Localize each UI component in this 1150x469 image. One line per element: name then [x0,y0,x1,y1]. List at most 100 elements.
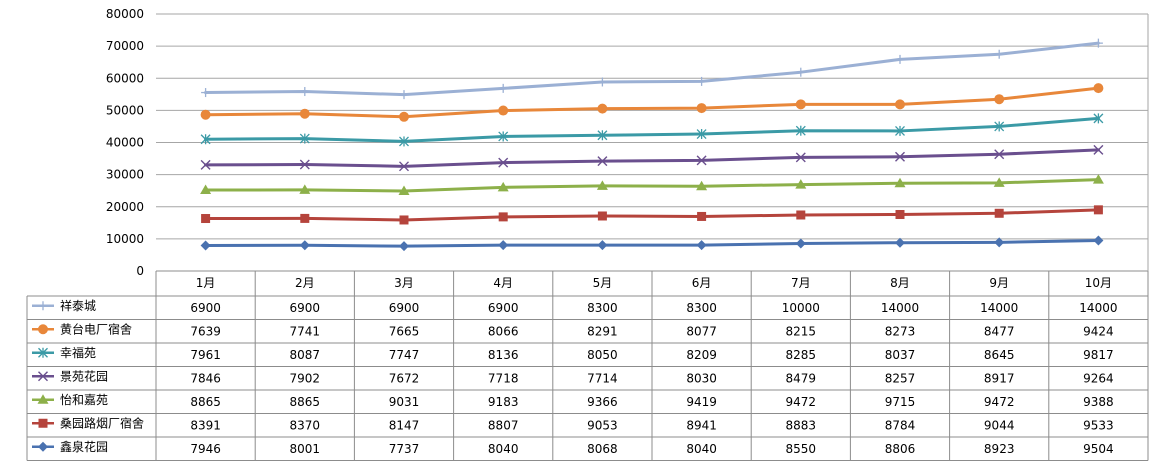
table-cell: 7846 [190,371,221,385]
table-cell: 8784 [885,418,916,432]
data-point [497,181,509,192]
table-cell: 8291 [587,324,618,338]
data-point [697,76,707,86]
table-cell: 8550 [786,442,817,456]
series-line [204,41,1100,97]
table-cell: 8865 [290,395,321,409]
table-cell: 9424 [1083,324,1114,338]
table-cell: 14000 [881,301,919,315]
data-table: 祥泰城 6900 6900 6900 6900 8300 8300 10000 14000 140… [26,271,1149,461]
table-cell: 9715 [885,395,916,409]
series-line [204,148,1100,168]
table-cell: 8068 [587,442,618,456]
table-cell: 6900 [488,301,519,315]
table-cell: 8865 [190,395,221,409]
data-point [399,215,409,225]
data-point [200,240,211,251]
table-row: 怡和嘉苑 8865 8865 9031 9183 9366 9419 9472 9715 9472… [32,393,1114,409]
y-tick-label: 0 [136,264,144,278]
data-point [498,105,509,116]
series-lines [200,38,1104,252]
data-point [1092,174,1104,184]
data-point [201,214,211,224]
table-cell: 7961 [190,348,221,362]
table-cell: 8050 [587,348,618,362]
data-point [596,180,608,190]
table-cell: 10000 [782,301,820,315]
y-tick-label: 30000 [106,168,144,182]
legend-key [32,301,54,311]
x-tick-label: 10月 [1085,276,1112,290]
table-cell: 8040 [488,442,519,456]
table-cell: 7741 [290,324,321,338]
data-point [299,159,310,170]
data-point [299,240,310,251]
series-line [204,208,1100,222]
series-line [204,86,1100,119]
x-tick-label: 4月 [493,276,513,290]
table-cell: 7737 [389,442,420,456]
table-cell: 6900 [190,301,221,315]
data-point [696,103,707,114]
table-cell: 7665 [389,324,420,338]
legend-key [32,347,54,358]
data-point [597,77,607,87]
legend-label: 鑫泉花园 [60,439,108,454]
data-point [796,210,806,220]
marker-stroke [994,149,1005,160]
marker-stroke [38,371,48,382]
x-axis: 1月 2月 3月 4月 5月 6月 7月 8月 9月 10月 [155,271,1149,461]
marker-stroke [399,161,409,172]
data-point [399,161,409,172]
data-point [398,185,410,195]
table-cell: 14000 [980,301,1018,315]
table-cell: 6900 [290,301,321,315]
table-cell: 8001 [290,442,321,456]
marker-stroke [597,156,608,167]
table-cell: 9472 [786,395,817,409]
table-cell: 8257 [885,371,916,385]
data-point [994,149,1005,160]
gridlines [156,13,1149,272]
data-point [795,125,806,136]
table-cell: 8941 [686,418,717,432]
data-point [994,94,1005,105]
data-point [597,240,608,251]
data-point [498,212,508,222]
table-cell: 7714 [587,371,618,385]
series-4 [200,144,1104,172]
table-row: 鑫泉花园 7946 8001 7737 8040 8068 8040 8550 8806 8923… [32,439,1114,456]
data-point [200,134,211,145]
series-3 [200,113,1104,147]
table-cell: 7747 [389,348,420,362]
table-cell: 8037 [885,348,916,362]
table-cell: 9183 [488,395,519,409]
data-point [994,121,1005,132]
table-cell: 8917 [984,371,1015,385]
marker-stroke [1093,144,1104,155]
x-tick-label: 5月 [593,276,613,290]
data-point [299,184,311,194]
table-cell: 9053 [587,418,618,432]
legend-key [32,441,54,452]
legend-marker [38,347,48,358]
legend-label: 祥泰城 [60,299,96,313]
table-cell: 9031 [389,395,420,409]
data-point [696,180,708,191]
table-cell: 9533 [1083,418,1114,432]
series-2 [200,83,1104,122]
data-point [498,240,509,251]
data-point [1093,113,1104,124]
series-5 [200,174,1104,195]
table-cell: 8087 [290,348,321,362]
data-point [1093,235,1104,246]
y-tick-label: 50000 [106,103,144,117]
data-point [795,152,806,163]
data-point [498,83,508,93]
y-tick-label: 10000 [106,232,144,246]
y-tick-label: 70000 [106,39,144,53]
table-cell: 7718 [488,371,519,385]
x-tick-label: 8月 [890,276,910,290]
data-point [696,155,707,166]
